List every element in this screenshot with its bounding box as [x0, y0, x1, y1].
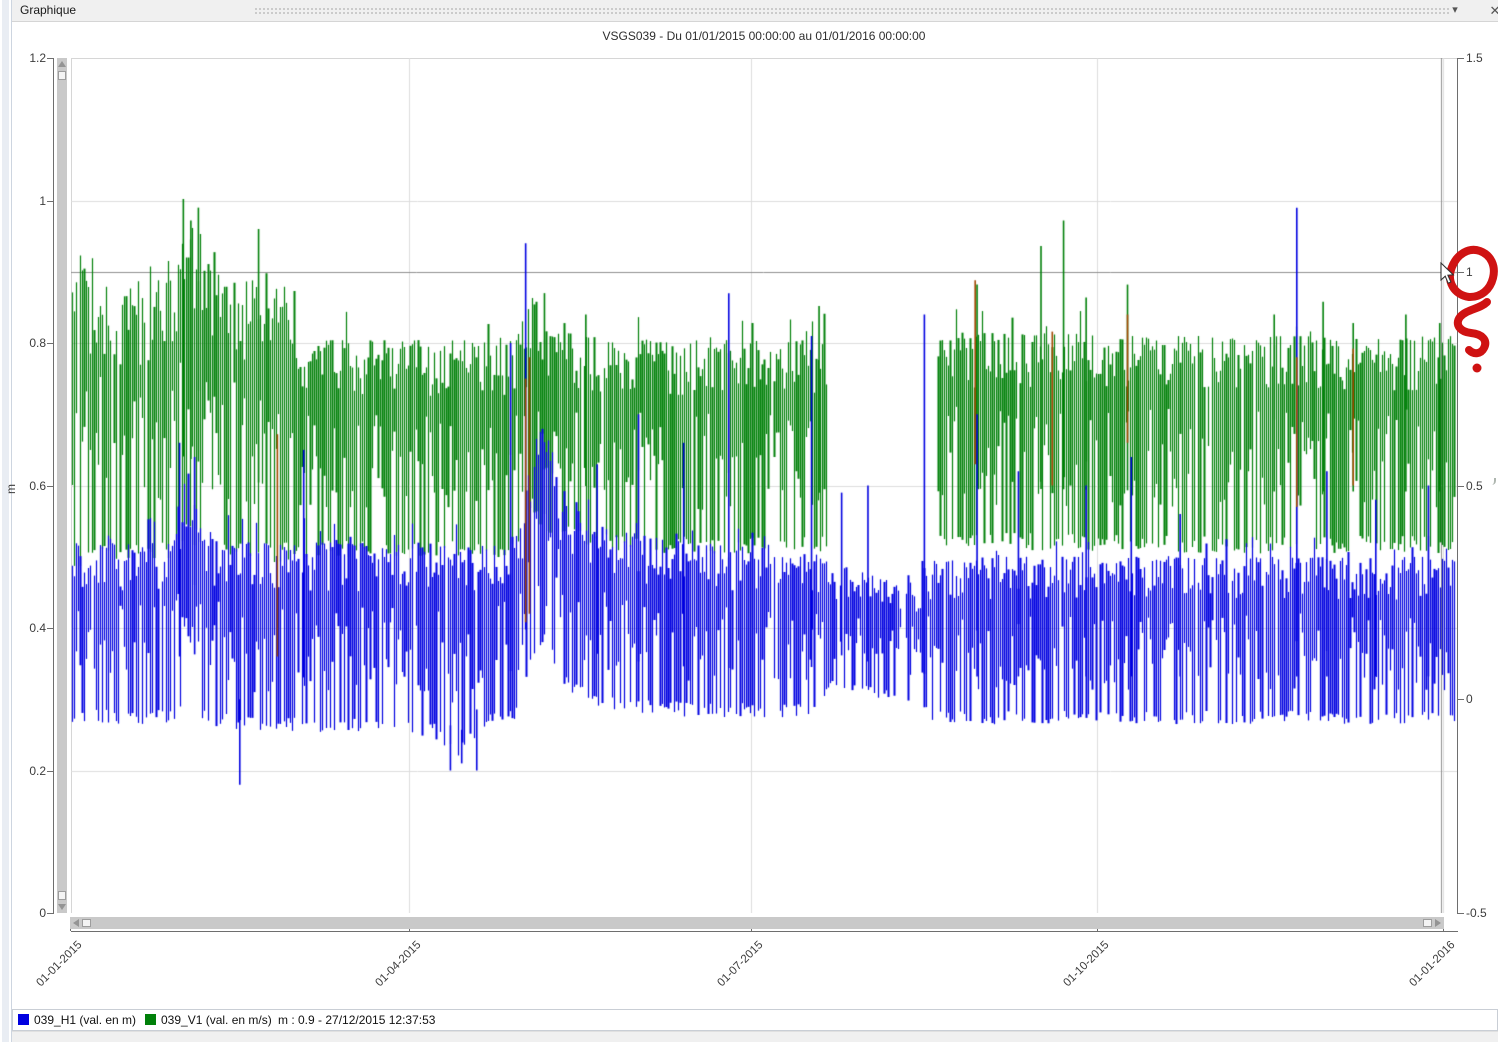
- scroll-right-icon[interactable]: [1435, 919, 1441, 927]
- legend-item-h1[interactable]: 039_H1 (val. en m): [18, 1010, 136, 1030]
- right-axis-tick: [1458, 913, 1464, 914]
- x-axis-tick-label: 01-07-2015: [715, 939, 766, 990]
- legend-swatch-green: [145, 1014, 156, 1025]
- left-axis-tick: [47, 628, 53, 629]
- cursor-status-text: m : 0.9 - 27/12/2015 12:37:53: [278, 1013, 436, 1027]
- right-axis-tick-label: 1: [1466, 265, 1473, 279]
- scroll-up-icon[interactable]: [58, 61, 66, 67]
- right-axis-tick: [1458, 699, 1464, 700]
- legend-bar: 039_H1 (val. en m) 039_V1 (val. en m/s) …: [12, 1009, 1498, 1031]
- left-axis-tick-label: 1: [39, 194, 46, 208]
- scroll-down-icon[interactable]: [58, 904, 66, 910]
- panel-title: Graphique: [20, 3, 77, 17]
- plot-canvas[interactable]: [71, 58, 1457, 913]
- right-axis-tick-label: -0.5: [1466, 906, 1487, 920]
- collapsed-splitter[interactable]: [0, 0, 12, 1042]
- left-axis-tick: [47, 771, 53, 772]
- right-axis-line: [1457, 58, 1458, 914]
- left-axis-tick: [47, 343, 53, 344]
- right-axis-tick: [1458, 486, 1464, 487]
- left-axis-tick-label: 0: [39, 906, 46, 920]
- right-axis-tick: [1458, 58, 1464, 59]
- horizontal-scrollbar-left-grip[interactable]: [82, 919, 91, 927]
- left-axis-tick-label: 1.2: [29, 51, 46, 65]
- question-mark-dot: [1472, 363, 1482, 373]
- legend-label: 039_V1 (val. en m/s): [161, 1013, 272, 1027]
- x-axis-tick-label: 01-10-2015: [1061, 939, 1112, 990]
- scroll-left-icon[interactable]: [73, 919, 79, 927]
- x-axis-tick-label: 01-01-2015: [34, 939, 85, 990]
- vertical-scrollbar-bottom-grip[interactable]: [58, 891, 66, 900]
- left-axis-tick: [47, 486, 53, 487]
- horizontal-scrollbar-right-grip[interactable]: [1423, 919, 1432, 927]
- bottom-edge-strip: [12, 1031, 1498, 1042]
- x-axis-line: [71, 931, 1458, 932]
- horizontal-axis-scrollbar[interactable]: [70, 917, 1444, 929]
- legend-label: 039_H1 (val. en m): [34, 1013, 137, 1027]
- left-axis-tick-label: 0.2: [29, 764, 46, 778]
- panel-menu-dropdown-icon[interactable]: ▾: [1452, 4, 1458, 16]
- x-axis-tick-label: 01-01-2016: [1407, 939, 1458, 990]
- panel-close-icon[interactable]: ✕: [1489, 3, 1498, 18]
- right-axis-tick-label: 0: [1466, 692, 1473, 706]
- legend-item-v1[interactable]: 039_V1 (val. en m/s): [145, 1010, 272, 1030]
- panel-drag-dots: [254, 7, 1450, 15]
- chart-title: VSGS039 - Du 01/01/2015 00:00:00 au 01/0…: [602, 29, 926, 43]
- right-axis-tick: [1458, 272, 1464, 273]
- left-axis-tick: [47, 201, 53, 202]
- panel-header[interactable]: Graphique ▾ ✕: [12, 0, 1498, 22]
- right-axis-grip-mark: [1489, 478, 1496, 485]
- right-axis-tick-label: 1.5: [1466, 51, 1483, 65]
- left-axis-line: [53, 58, 54, 914]
- left-axis-tick: [47, 913, 53, 914]
- left-axis-tick-label: 0.8: [29, 336, 46, 350]
- legend-swatch-blue: [18, 1014, 29, 1025]
- left-axis-tick-label: 0.6: [29, 479, 46, 493]
- left-axis-tick-label: 0.4: [29, 621, 46, 635]
- vertical-axis-scrollbar[interactable]: [57, 58, 67, 913]
- left-axis-tick: [47, 58, 53, 59]
- vertical-scrollbar-top-grip[interactable]: [58, 71, 66, 80]
- x-axis-tick-label: 01-04-2015: [373, 939, 424, 990]
- right-axis-tick-label: 0.5: [1466, 479, 1483, 493]
